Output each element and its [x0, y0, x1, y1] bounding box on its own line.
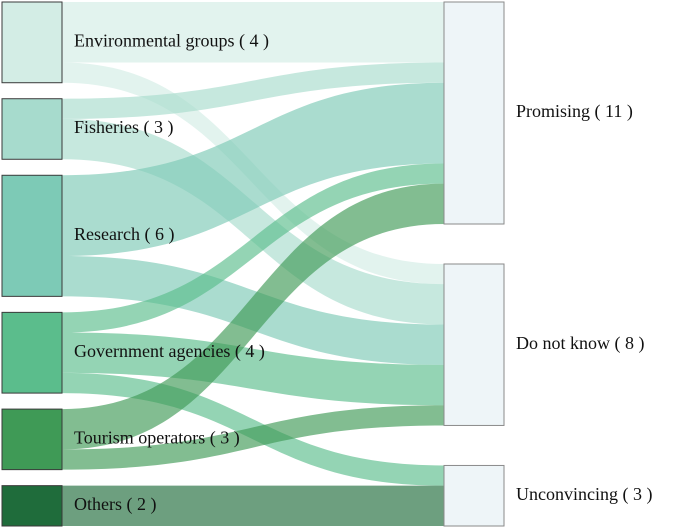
node-bar — [1, 408, 63, 471]
node-bar — [1, 485, 63, 527]
flow-link — [62, 82, 444, 256]
flow-link — [62, 2, 444, 63]
node-bar — [1, 98, 63, 160]
node-bar — [1, 311, 63, 394]
node-bar — [1, 1, 63, 84]
node-label: Fisheries ( 3 ) — [74, 117, 173, 138]
node-bar — [1, 174, 63, 297]
node-label: Government agencies ( 4 ) — [74, 341, 265, 362]
node-label: Promising ( 11 ) — [516, 101, 633, 122]
node-label: Do not know ( 8 ) — [516, 333, 645, 354]
flow-link — [62, 163, 444, 333]
flow-link — [62, 332, 444, 406]
node-bar — [443, 464, 505, 527]
flow-link — [62, 183, 444, 450]
node-label: Environmental groups ( 4 ) — [74, 30, 269, 51]
node-label: Others ( 2 ) — [74, 494, 156, 515]
flow-link — [62, 62, 444, 119]
node-label: Unconvincing ( 3 ) — [516, 484, 652, 505]
node-bar — [443, 1, 505, 225]
node-label: Research ( 6 ) — [74, 224, 174, 245]
node-label: Tourism operators ( 3 ) — [74, 427, 240, 448]
flow-link — [62, 485, 444, 526]
node-bar — [443, 263, 505, 426]
links — [62, 2, 444, 526]
flow-link — [62, 405, 444, 470]
